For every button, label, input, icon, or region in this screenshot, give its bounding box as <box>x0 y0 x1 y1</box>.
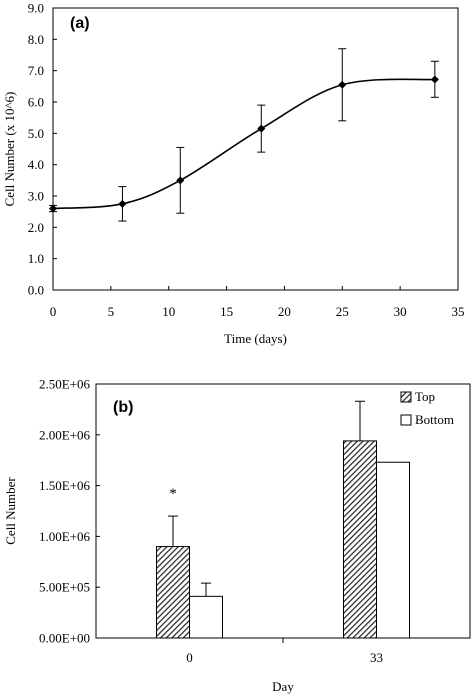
y-tick-label-a: 9.0 <box>28 1 44 16</box>
x-tick-label-a: 10 <box>162 304 175 319</box>
y-tick-label-a: 2.0 <box>28 220 44 235</box>
y-tick-label-b: 1.50E+06 <box>39 478 91 493</box>
bar-bottom <box>189 595 223 639</box>
x-tick-label-b: 0 <box>186 650 193 665</box>
axis-ticks-a: 0 5 10 15 20 25 30 35 0.0 1.0 2.0 3.0 4.0 5.0 6.0 7.0 8.… <box>28 1 465 320</box>
y-tick-label-b: 0.00E+00 <box>39 631 90 646</box>
data-point-a <box>338 80 347 89</box>
y-axis-title-b: Cell Number <box>3 477 18 545</box>
y-tick-label-a: 7.0 <box>28 63 44 78</box>
y-tick-label-a: 0.0 <box>28 283 44 298</box>
y-tick-label-a: 6.0 <box>28 95 44 110</box>
bar-bottom <box>376 461 410 639</box>
data-point-a <box>257 124 266 133</box>
legend-label-top: Top <box>415 389 435 404</box>
y-tick-label-a: 1.0 <box>28 251 44 266</box>
x-tick-label-a: 5 <box>108 304 115 319</box>
data-point-a <box>430 75 439 84</box>
bar-top <box>343 440 377 639</box>
y-tick-label-b: 2.00E+06 <box>39 427 91 442</box>
series-line-a <box>52 78 435 210</box>
y-tick-label-a: 3.0 <box>28 189 44 204</box>
x-tick-label-a: 20 <box>278 304 291 319</box>
x-tick-label-a: 25 <box>336 304 349 319</box>
y-tick-label-a: 8.0 <box>28 32 44 47</box>
legend-swatch-bottom <box>400 414 412 426</box>
axis-ticks-b: 0.00E+00 5.00E+05 1.00E+06 1.50E+06 2.00E+06… <box>39 377 383 666</box>
x-tick-label-a: 35 <box>452 304 465 319</box>
series-a <box>49 48 439 222</box>
plot-area-b <box>95 383 471 639</box>
x-axis-title-a: Time (days) <box>224 331 287 346</box>
y-tick-label-a: 4.0 <box>28 157 44 172</box>
y-tick-label-b: 2.50E+06 <box>39 377 91 392</box>
bar-top <box>156 546 190 639</box>
bar-chart-panel-b: (b) Day Cell Number 0.00E+00 5.00E+05 1.00… <box>3 377 471 694</box>
y-tick-label-b: 5.00E+05 <box>39 580 90 595</box>
y-tick-label-a: 5.0 <box>28 126 44 141</box>
x-tick-label-a: 15 <box>220 304 233 319</box>
x-tick-label-b: 33 <box>370 650 383 665</box>
data-point-a <box>118 199 127 208</box>
significance-marker: * <box>169 486 177 502</box>
y-axis-title-a: Cell Number (x 10^6) <box>2 92 17 207</box>
x-tick-label-a: 0 <box>50 304 57 319</box>
data-point-a <box>176 176 185 185</box>
panel-label-a: (a) <box>70 15 90 32</box>
legend-swatch-top <box>400 391 412 403</box>
legend-b: Top Bottom <box>400 389 454 427</box>
bars-b: * <box>156 400 410 639</box>
plot-area-a <box>52 7 459 291</box>
x-tick-label-a: 30 <box>394 304 407 319</box>
line-chart-panel-a: (a) Time (days) Cell Number (x 10^6) 0 5 1… <box>2 1 465 347</box>
data-point-a <box>49 204 57 213</box>
x-axis-title-b: Day <box>272 679 294 694</box>
y-tick-label-b: 1.00E+06 <box>39 529 91 544</box>
legend-label-bottom: Bottom <box>415 412 454 427</box>
panel-label-b: (b) <box>113 399 133 416</box>
